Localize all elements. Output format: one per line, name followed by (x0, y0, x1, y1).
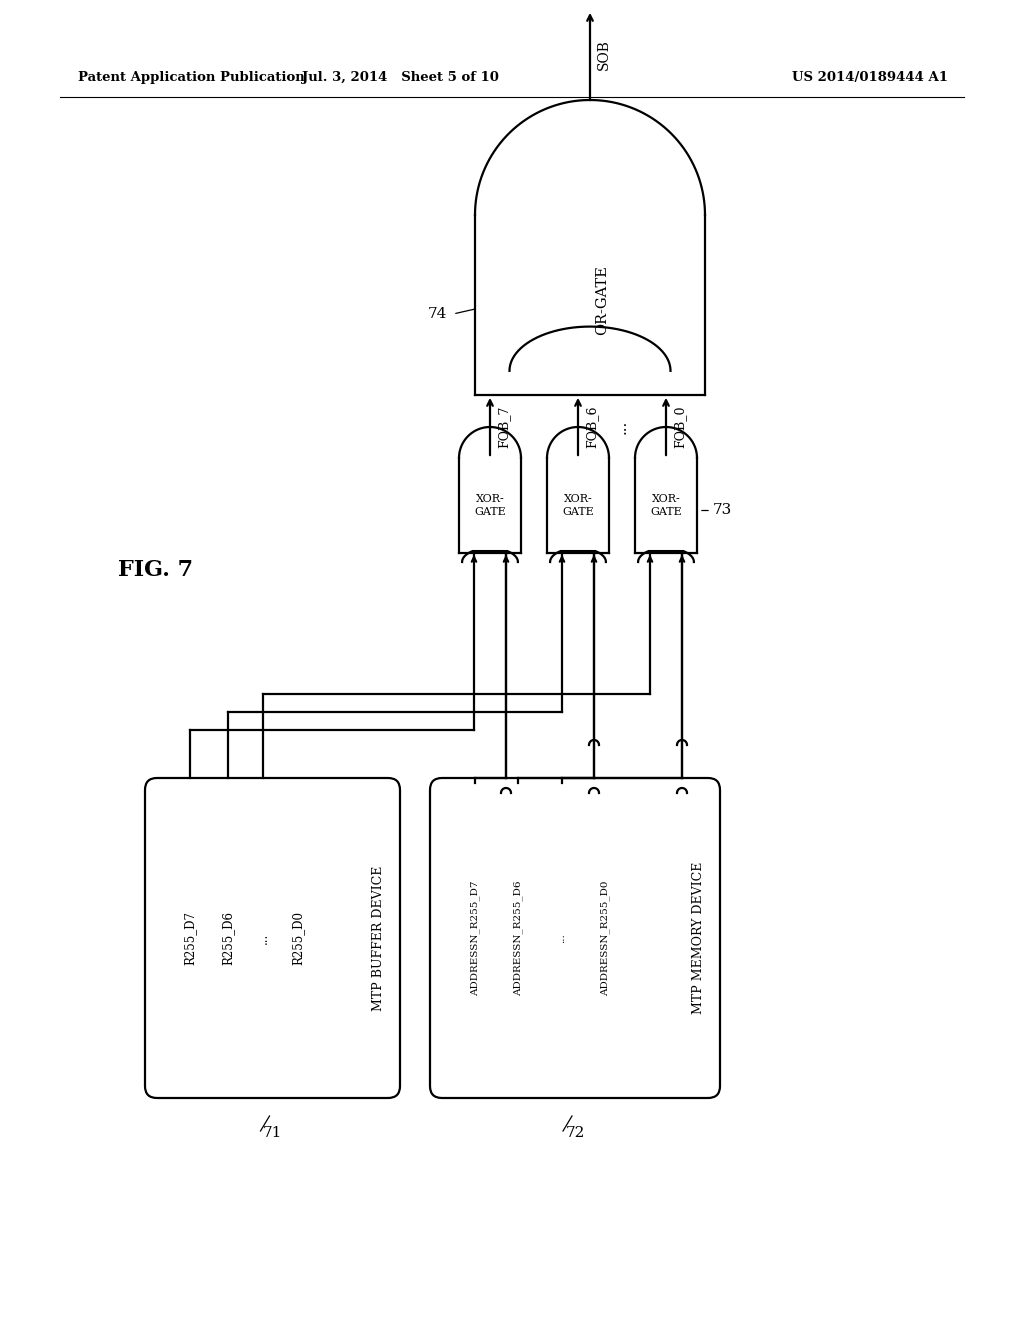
Text: 72: 72 (565, 1126, 585, 1140)
Text: XOR-
GATE: XOR- GATE (650, 494, 682, 516)
FancyBboxPatch shape (430, 777, 720, 1098)
Text: R255_D7: R255_D7 (183, 911, 197, 965)
Text: Jul. 3, 2014   Sheet 5 of 10: Jul. 3, 2014 Sheet 5 of 10 (301, 71, 499, 84)
Text: 71: 71 (263, 1126, 283, 1140)
Text: ...: ... (615, 420, 629, 434)
Text: 74: 74 (427, 308, 446, 321)
Text: FOB_6: FOB_6 (585, 405, 598, 447)
Text: XOR-
GATE: XOR- GATE (474, 494, 506, 516)
Text: 73: 73 (713, 503, 732, 517)
Text: OR-GATE: OR-GATE (595, 265, 609, 335)
Text: R255_D6: R255_D6 (221, 911, 234, 965)
Text: MTP BUFFER DEVICE: MTP BUFFER DEVICE (372, 866, 384, 1011)
Text: US 2014/0189444 A1: US 2014/0189444 A1 (792, 71, 948, 84)
Text: ...: ... (557, 933, 566, 942)
Text: ADDRESSN_R255_D6: ADDRESSN_R255_D6 (513, 880, 523, 995)
Text: Patent Application Publication: Patent Application Publication (78, 71, 305, 84)
Text: R255_D0: R255_D0 (292, 911, 304, 965)
Text: MTP MEMORY DEVICE: MTP MEMORY DEVICE (691, 862, 705, 1014)
Text: ...: ... (256, 932, 269, 944)
Text: ADDRESSN_R255_D0: ADDRESSN_R255_D0 (600, 880, 610, 995)
Text: FIG. 7: FIG. 7 (118, 558, 194, 581)
FancyBboxPatch shape (145, 777, 400, 1098)
Text: SOB: SOB (597, 40, 611, 70)
Text: FOB_7: FOB_7 (497, 405, 510, 447)
Text: XOR-
GATE: XOR- GATE (562, 494, 594, 516)
Text: ADDRESSN_R255_D7: ADDRESSN_R255_D7 (470, 880, 480, 995)
Text: FOB_0: FOB_0 (673, 405, 686, 447)
